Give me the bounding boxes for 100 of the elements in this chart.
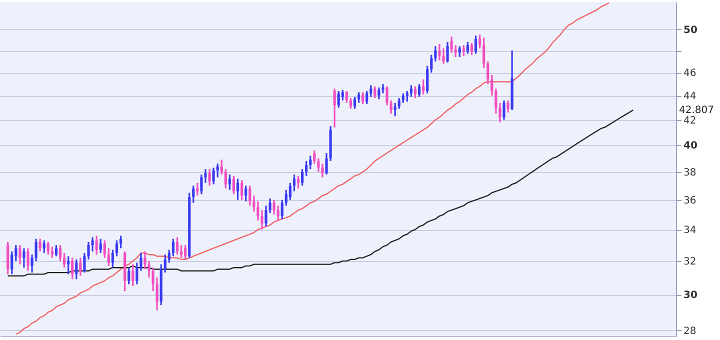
- candlestick: [337, 90, 340, 108]
- candlestick: [305, 160, 308, 177]
- candlestick: [362, 91, 364, 105]
- candlestick: [321, 162, 324, 178]
- candlestick: [276, 204, 280, 222]
- candlestick: [382, 83, 384, 94]
- candlestick: [18, 244, 22, 266]
- candlestick: [75, 258, 78, 280]
- candlestick: [296, 175, 300, 190]
- y-tick-label: 44: [684, 91, 696, 102]
- y-tick-label: 42: [684, 115, 696, 126]
- candlestick: [220, 158, 223, 176]
- candlestick: [26, 247, 30, 272]
- candlestick: [438, 43, 441, 62]
- candlestick: [292, 174, 296, 192]
- candlestick: [132, 264, 134, 287]
- candlestick: [442, 48, 445, 64]
- y-tick-label: 50: [684, 24, 698, 36]
- candlestick: [71, 257, 74, 280]
- candlestick: [450, 36, 453, 54]
- candlestick: [192, 184, 195, 204]
- y-tick-label: 32: [684, 256, 696, 268]
- candlestick: [228, 174, 231, 191]
- candlestick: [272, 199, 276, 216]
- candlestick: [99, 238, 102, 254]
- text: 42.807: [679, 105, 714, 116]
- candlestick: [107, 247, 110, 267]
- candlestick: [252, 194, 256, 212]
- candlestick: [22, 247, 26, 268]
- candlestick: [172, 238, 175, 258]
- candlestick: [410, 84, 413, 98]
- candlestick: [168, 249, 170, 264]
- candlestick: [374, 86, 376, 99]
- candlestick: [366, 90, 368, 105]
- candlestick: [136, 262, 138, 286]
- y-tick-label: 30: [684, 290, 698, 302]
- candlestick: [46, 241, 50, 256]
- candlestick: [370, 84, 372, 98]
- candlestick: [30, 254, 34, 274]
- candlestick: [486, 60, 490, 85]
- candlestick: [244, 184, 248, 202]
- candlestick: [10, 250, 14, 276]
- candlestick: [284, 189, 288, 207]
- candlestick: [333, 88, 336, 128]
- candlestick: [140, 252, 142, 272]
- candlestick: [232, 175, 236, 195]
- candlestick: [353, 96, 356, 110]
- candlestick: [216, 162, 219, 178]
- candlestick: [38, 238, 42, 252]
- candlestick: [502, 100, 506, 121]
- candlestick: [119, 234, 122, 250]
- candlestick: [414, 86, 417, 99]
- candlestick: [317, 158, 320, 173]
- candlestick: [212, 166, 215, 186]
- candlestick: [256, 200, 260, 222]
- candlestick: [34, 238, 38, 262]
- y-tick-label: 28: [684, 326, 696, 337]
- candlestick: [240, 179, 244, 201]
- candlestick: [341, 89, 344, 102]
- candlestick: [478, 34, 482, 50]
- candlestick: [128, 266, 130, 286]
- candlestick: [349, 97, 352, 110]
- candlestick: [301, 168, 304, 186]
- candlestick: [180, 244, 183, 259]
- candlestick: [398, 97, 400, 110]
- candlestick: [422, 78, 425, 96]
- candlestick: [426, 65, 429, 94]
- candlestick: [418, 83, 421, 98]
- y-tick-label: 36: [684, 195, 696, 206]
- candlestick: [430, 54, 433, 74]
- candlestick: [248, 184, 252, 207]
- candlestick: [446, 41, 449, 64]
- candlestick: [63, 252, 66, 268]
- candlestick: [111, 249, 114, 268]
- candlestick: [378, 86, 380, 100]
- candlestick: [402, 92, 404, 104]
- candlestick: [470, 42, 474, 56]
- line-series: [15, 2, 610, 335]
- candlestick: [156, 276, 158, 312]
- candlestick: [313, 150, 316, 164]
- candlestick: [67, 255, 70, 276]
- candlestick: [176, 236, 179, 256]
- candlestick: [164, 254, 166, 274]
- y-tick-label: 40: [684, 140, 698, 152]
- candlestick: [494, 88, 498, 115]
- candlestick: [434, 45, 437, 62]
- candlestick: [394, 102, 396, 117]
- candlestick: [50, 246, 54, 259]
- candlestick: [490, 74, 494, 96]
- candlestick: [79, 257, 82, 277]
- candlestick: [208, 168, 211, 186]
- candlestick: [357, 91, 360, 104]
- candlestick: [260, 209, 264, 230]
- candlestick: [466, 41, 469, 55]
- candlestick: [42, 240, 46, 254]
- candlestick: [54, 244, 58, 258]
- candlestick: [309, 154, 312, 170]
- candlestick: [482, 36, 486, 69]
- candlestick: [506, 100, 510, 114]
- candlestick: [498, 102, 502, 124]
